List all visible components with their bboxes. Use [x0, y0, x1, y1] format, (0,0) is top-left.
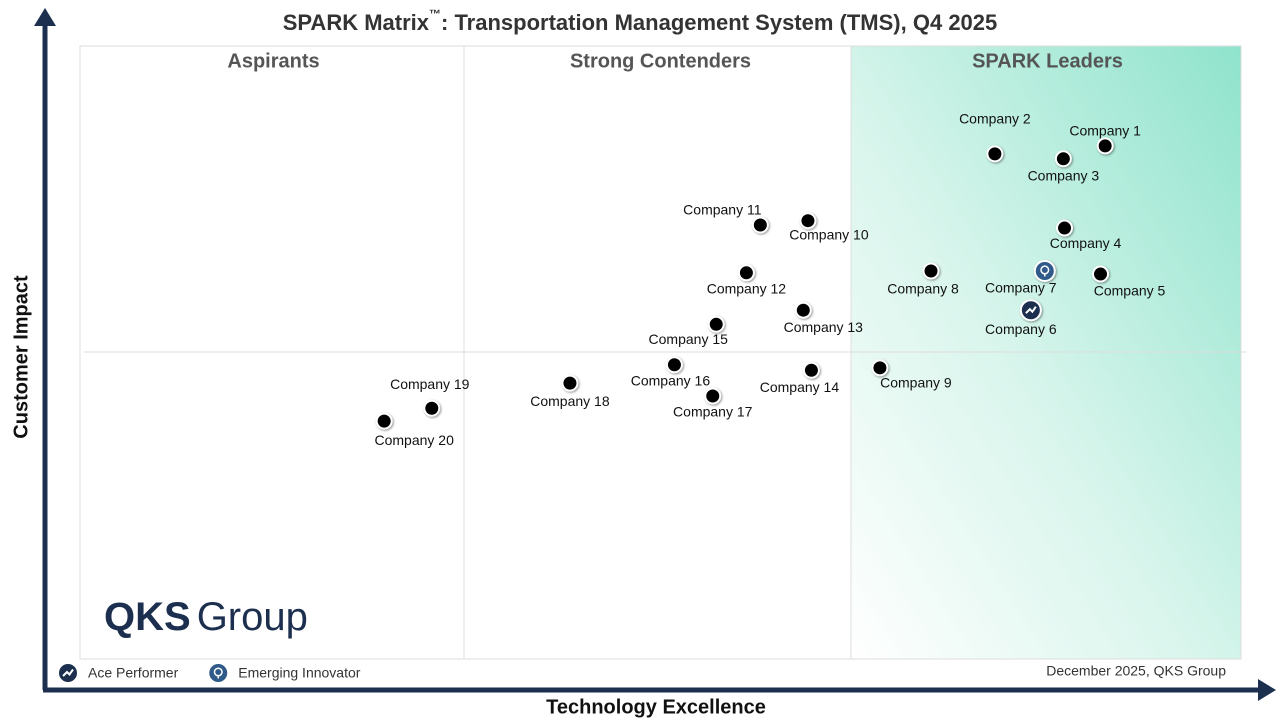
point-label: Company 19 — [390, 376, 470, 392]
marker — [375, 412, 393, 430]
legend-item: Emerging Innovator — [207, 662, 361, 684]
point-label: Company 18 — [530, 393, 610, 409]
x-arrow — [1258, 679, 1276, 701]
marker — [1096, 137, 1114, 155]
point-label: Company 15 — [649, 331, 729, 347]
point-label: Company 6 — [985, 321, 1057, 337]
point: Company 1 — [1069, 123, 1141, 155]
point: Company 10 — [789, 212, 869, 242]
point: Company 15 — [649, 315, 729, 347]
point-label: Company 3 — [1028, 167, 1100, 183]
marker — [1054, 150, 1072, 168]
point-label: Company 8 — [887, 281, 959, 297]
legend-item: Ace Performer — [57, 662, 179, 684]
point-label: Company 4 — [1050, 235, 1122, 251]
point-label: Company 20 — [374, 432, 454, 448]
marker — [707, 315, 725, 333]
quadrant-title: SPARK Leaders — [972, 50, 1123, 72]
point-label: Company 5 — [1094, 283, 1166, 299]
marker — [665, 356, 683, 374]
x-axis-label: Technology Excellence — [546, 696, 766, 718]
title-rest: : Transportation Management System (TMS)… — [441, 10, 997, 35]
point-label: Company 12 — [707, 281, 787, 297]
chart-title: SPARK Matrix™: Transportation Management… — [283, 7, 998, 35]
title-mark: ™ — [429, 7, 441, 21]
point: Company 3 — [1028, 150, 1100, 183]
ace-icon — [1025, 306, 1037, 314]
marker — [802, 361, 820, 379]
marker — [922, 262, 940, 280]
point: Company 2 — [959, 111, 1031, 163]
quadrant-title: Aspirants — [227, 50, 319, 72]
marker — [751, 216, 769, 234]
point-label: Company 9 — [880, 375, 952, 391]
point: Company 16 — [631, 356, 711, 388]
point-label: Company 17 — [673, 404, 753, 420]
point: Company 6 — [985, 299, 1057, 337]
marker — [1092, 265, 1110, 283]
logo-bold: QKS — [104, 595, 191, 639]
legend-label: Emerging Innovator — [238, 665, 361, 681]
innovator-icon — [1040, 265, 1050, 275]
point: Company 4 — [1050, 219, 1122, 251]
point: Company 12 — [707, 264, 787, 297]
marker — [704, 387, 722, 405]
point-label: Company 13 — [784, 319, 864, 335]
legend-marker — [207, 662, 230, 684]
point-label: Company 2 — [959, 111, 1031, 127]
point: Company 9 — [871, 359, 952, 391]
point: Company 8 — [887, 262, 959, 297]
point-label: Company 14 — [760, 379, 840, 395]
legend-label: Ace Performer — [88, 665, 179, 681]
point-label: Company 10 — [789, 226, 869, 242]
point: Company 17 — [673, 387, 753, 420]
point: Company 20 — [374, 412, 454, 448]
marker — [1056, 219, 1074, 237]
marker — [1033, 259, 1056, 282]
marker — [799, 212, 817, 230]
point: Company 7 — [985, 259, 1057, 296]
marker — [423, 399, 441, 417]
point: Company 14 — [760, 361, 840, 395]
point-label: Company 7 — [985, 280, 1057, 296]
innovator-icon — [213, 667, 223, 677]
point-label: Company 1 — [1069, 123, 1141, 139]
quadrant-title: Strong Contenders — [570, 50, 751, 72]
title-main: SPARK Matrix — [283, 10, 430, 35]
point-label: Company 11 — [683, 202, 762, 218]
point-label: Company 16 — [631, 372, 711, 388]
point: Company 5 — [1092, 265, 1166, 299]
point: Company 19 — [390, 376, 470, 417]
marker — [561, 374, 579, 392]
point: Company 11 — [683, 202, 769, 234]
point: Company 13 — [784, 301, 864, 335]
ace-icon — [62, 668, 74, 677]
footer: December 2025, QKS Group — [1046, 663, 1226, 679]
point: Company 18 — [530, 374, 610, 409]
y-arrow — [34, 8, 56, 26]
logo: QKS Group — [104, 595, 308, 639]
y-axis-label: Customer Impact — [10, 275, 32, 439]
logo-light: Group — [197, 595, 308, 639]
marker — [986, 145, 1004, 163]
marker — [871, 359, 889, 377]
marker — [737, 264, 755, 282]
marker — [794, 301, 812, 319]
